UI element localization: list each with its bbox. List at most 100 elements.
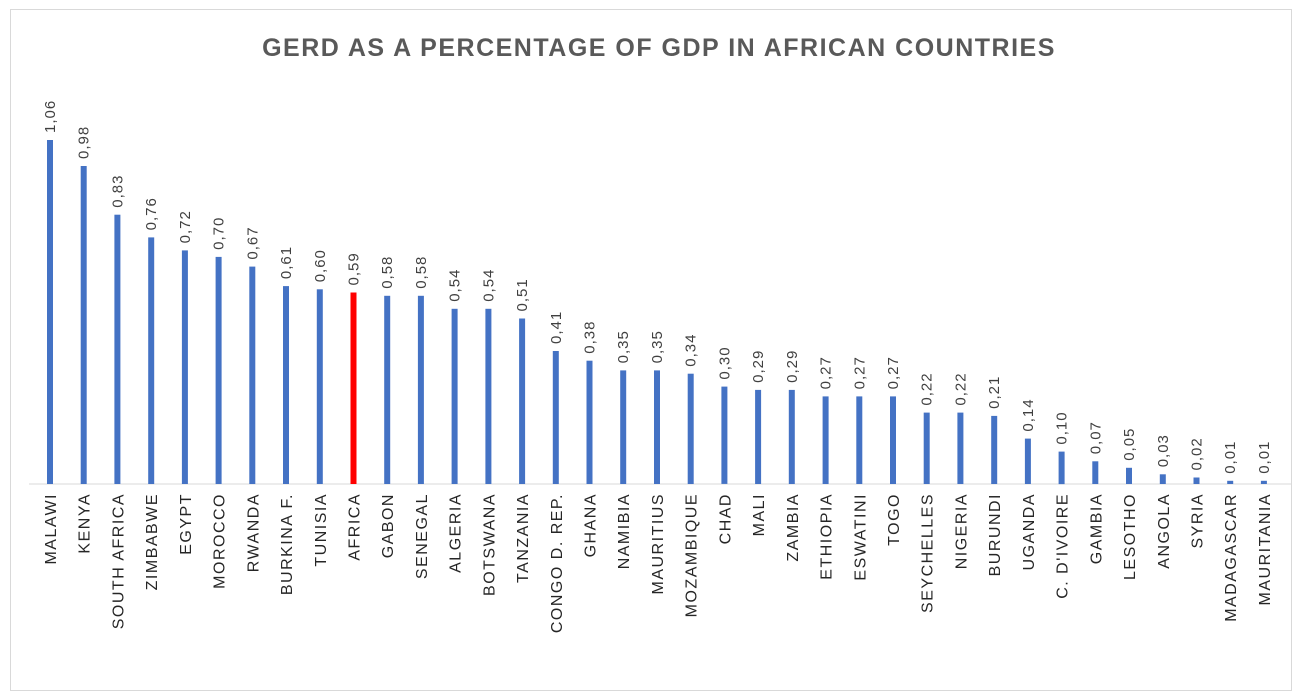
- value-label: 0,58: [413, 256, 430, 289]
- bar-nigeria: [957, 412, 964, 484]
- bar-eswatini: [856, 396, 863, 484]
- bar-burkina-f: [283, 286, 289, 484]
- value-label: 0,27: [851, 356, 868, 389]
- value-label: 0,35: [649, 330, 666, 363]
- value-label: 0,70: [211, 217, 228, 250]
- bar-ghana: [586, 360, 593, 484]
- category-label: MADAGASCAR: [1223, 493, 1240, 622]
- value-label: 0,29: [784, 350, 801, 383]
- category-label: BOTSWANA: [481, 493, 498, 596]
- chart-frame: GERD AS A PERCENTAGE OF GDP IN AFRICAN C…: [10, 9, 1292, 691]
- category-label: SENEGAL: [414, 493, 431, 579]
- value-label: 0,72: [177, 210, 194, 243]
- chart-title: GERD AS A PERCENTAGE OF GDP IN AFRICAN C…: [262, 34, 1056, 62]
- category-label: ALGERIA: [448, 493, 465, 573]
- category-label: C. D'IVOIRE: [1055, 493, 1072, 599]
- value-label: 0,76: [143, 197, 160, 230]
- bar-namibia: [620, 370, 627, 484]
- bar-lesotho: [1126, 467, 1132, 484]
- bar-ethiopia: [822, 396, 829, 484]
- category-label: GABON: [380, 493, 397, 558]
- value-label: 0,01: [1256, 441, 1273, 474]
- bar-zambia: [788, 389, 795, 484]
- bar-mauritania: [1260, 480, 1267, 484]
- bar-togo: [890, 396, 896, 484]
- category-label: ZAMBIA: [785, 493, 802, 562]
- bar-senegal: [417, 295, 424, 484]
- category-label: AFRICA: [347, 493, 364, 561]
- value-label: 0,22: [919, 372, 936, 405]
- value-label: 0,30: [716, 346, 733, 379]
- category-label: GAMBIA: [1088, 493, 1105, 564]
- value-label: 0,02: [1189, 437, 1206, 470]
- category-label: RWANDA: [245, 493, 262, 572]
- bar-congo-d-rep: [552, 351, 559, 484]
- value-label: 0,29: [750, 350, 767, 383]
- bar-mozambique: [687, 373, 694, 484]
- value-label: 0,98: [76, 126, 93, 159]
- value-label: 0,59: [346, 252, 363, 285]
- category-label: MALI: [751, 493, 768, 536]
- bar-chart: GERD AS A PERCENTAGE OF GDP IN AFRICAN C…: [29, 34, 1291, 633]
- category-label: MAURITIUS: [650, 493, 667, 595]
- category-label: BURKINA F.: [279, 493, 296, 595]
- category-label: SYRIA: [1190, 493, 1207, 549]
- bar-gambia: [1092, 461, 1099, 484]
- bar-kenya: [80, 166, 87, 484]
- category-label: ESWATINI: [852, 493, 869, 581]
- category-label: EGYPT: [178, 493, 195, 555]
- value-label: 0,34: [683, 333, 700, 366]
- category-label: MOROCCO: [212, 493, 229, 589]
- category-label: UGANDA: [1021, 493, 1038, 570]
- value-label: 0,61: [278, 246, 295, 279]
- bar-c-d-ivoire: [1058, 451, 1065, 485]
- value-label: 0,67: [244, 226, 261, 259]
- value-label: 0,54: [480, 269, 497, 302]
- bar-mauritius: [654, 370, 660, 484]
- category-label: ANGOLA: [1156, 493, 1173, 569]
- bar-madagascar: [1227, 480, 1234, 484]
- value-label: 1,06: [42, 100, 59, 133]
- value-label: 0,10: [1054, 411, 1071, 444]
- value-label: 0,54: [447, 269, 464, 302]
- category-label: TANZANIA: [515, 493, 532, 583]
- category-label: ETHIOPIA: [819, 493, 836, 580]
- bar-mali: [755, 389, 762, 484]
- bar-rwanda: [249, 266, 256, 484]
- bar-series: [47, 140, 1267, 485]
- value-label: 0,14: [1020, 398, 1037, 431]
- bar-seychelles: [923, 412, 930, 484]
- value-label: 0,07: [1087, 421, 1104, 454]
- bar-angola: [1159, 474, 1166, 484]
- category-label: KENYA: [77, 493, 94, 554]
- bar-malawi: [47, 140, 53, 484]
- category-label: SOUTH AFRICA: [110, 493, 127, 629]
- category-label: MAURITANIA: [1257, 493, 1274, 605]
- value-label: 0,05: [1121, 428, 1138, 461]
- category-label: SEYCHELLES: [920, 493, 937, 613]
- bar-botswana: [485, 308, 492, 484]
- category-label: ZIMBABWE: [144, 493, 161, 590]
- bar-morocco: [215, 256, 222, 484]
- value-label: 0,01: [1222, 441, 1239, 474]
- category-label: GHANA: [583, 493, 600, 557]
- bar-chad: [721, 386, 728, 484]
- bar-burundi: [991, 415, 998, 484]
- value-label: 0,60: [312, 249, 329, 282]
- value-label: 0,38: [582, 320, 599, 353]
- value-label: 0,27: [818, 356, 835, 389]
- bar-uganda: [1024, 438, 1031, 484]
- category-label: BURUNDI: [987, 493, 1004, 576]
- value-label: 0,83: [109, 174, 126, 207]
- category-label: MOZAMBIQUE: [684, 493, 701, 617]
- value-labels: 1,06 0,98 0,83 0,76 0,72 0,70 0,67 0,61 0,60 0,59…: [42, 100, 1273, 474]
- bar-gabon: [384, 295, 391, 484]
- bar-zimbabwe: [148, 237, 155, 484]
- bar-africa: [350, 292, 357, 484]
- bar-south-africa: [114, 214, 121, 484]
- bar-egypt: [181, 250, 188, 484]
- category-label: CONGO D. REP.: [549, 493, 566, 633]
- value-label: 0,21: [986, 376, 1003, 409]
- bar-algeria: [451, 308, 458, 484]
- value-label: 0,51: [514, 278, 531, 311]
